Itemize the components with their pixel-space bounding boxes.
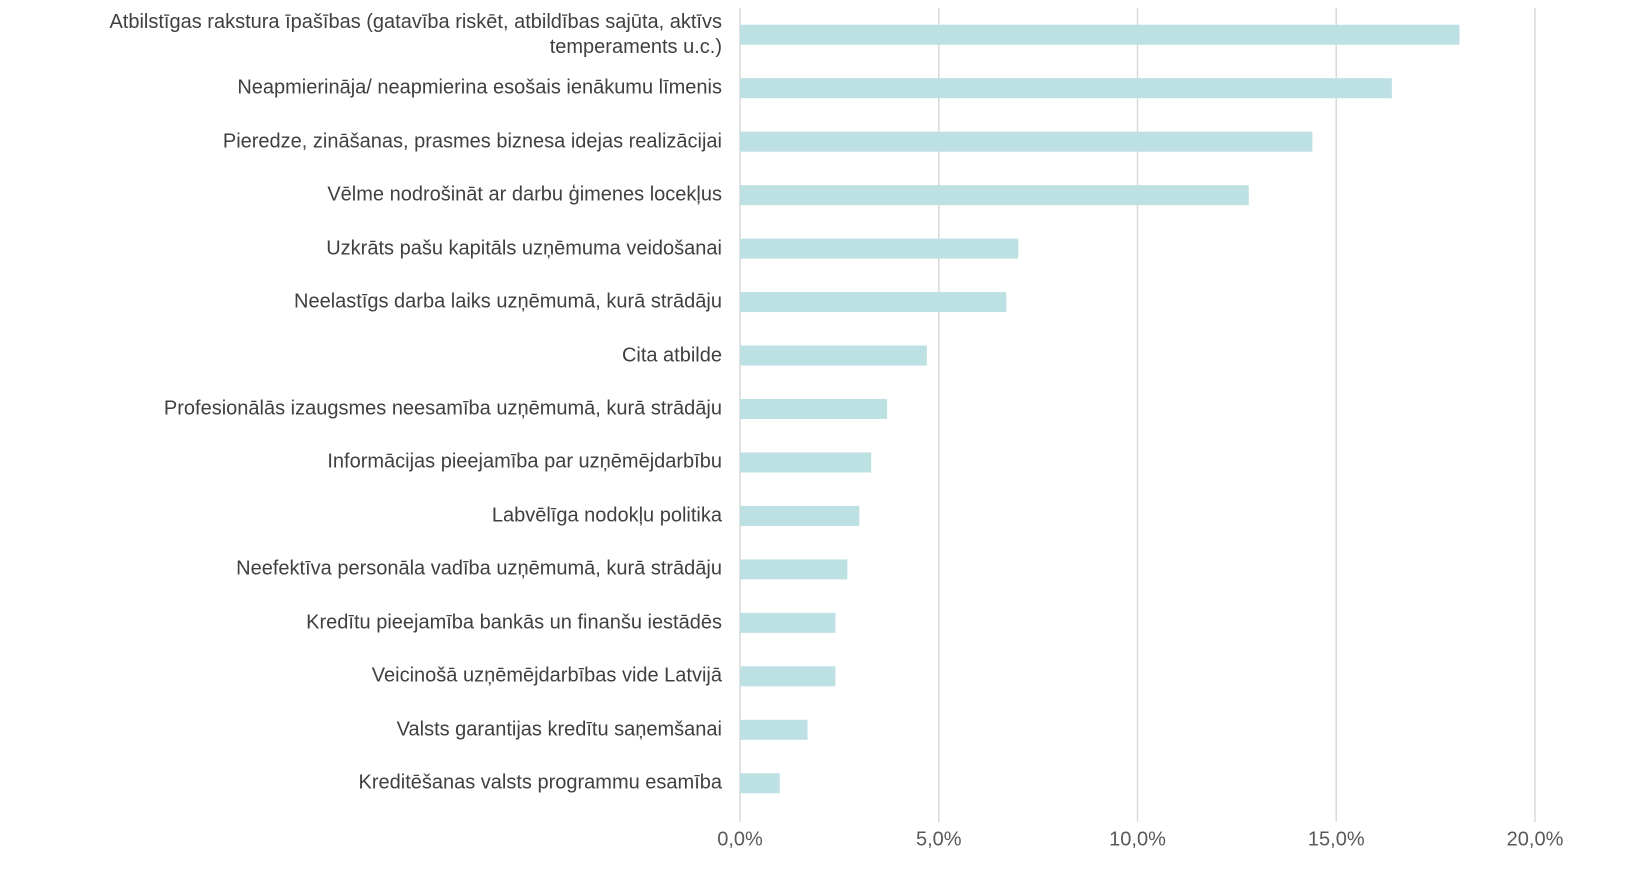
bar <box>740 24 1460 45</box>
x-tick-label: 20,0% <box>1507 828 1564 850</box>
y-tick-label: Cita atbilde <box>621 344 722 367</box>
bar <box>740 238 1019 259</box>
y-tick-label: Informācijas pieejamība par uzņēmējdarbī… <box>327 450 722 473</box>
bar <box>740 452 872 473</box>
y-tick-label: Neefektīva personāla vadība uzņēmumā, ku… <box>236 557 722 580</box>
bar <box>740 505 860 526</box>
bar <box>740 345 927 366</box>
y-tick-label: Kreditēšanas valsts programmu esamība <box>358 771 723 794</box>
y-tick-label: Valsts garantijas kredītu saņemšanai <box>396 718 722 741</box>
y-tick-label: Vēlme nodrošināt ar darbu ģimenes locekļ… <box>327 183 722 206</box>
x-tick-label: 0,0% <box>717 828 763 850</box>
bar <box>740 559 848 580</box>
y-tick-label: Uzkrāts pašu kapitāls uzņēmuma veidošana… <box>326 237 722 260</box>
bar <box>740 612 836 633</box>
y-tick-label: Veicinošā uzņēmējdarbības vide Latvijā <box>371 664 722 687</box>
bar <box>740 773 780 794</box>
bar <box>740 719 808 740</box>
y-tick-label: Profesionālās izaugsmes neesamība uzņēmu… <box>163 397 722 420</box>
bar <box>740 185 1249 206</box>
y-tick-label: Kredītu pieejamība bankās un finanšu ies… <box>306 611 722 634</box>
bar <box>740 666 836 687</box>
y-tick-label: Labvēlīga nodokļu politika <box>491 504 722 527</box>
y-tick-label: Atbilstīgas rakstura īpašības (gatavība … <box>109 10 722 58</box>
bar <box>740 131 1313 152</box>
bar <box>740 78 1392 99</box>
x-tick-label: 5,0% <box>916 828 962 850</box>
x-tick-label: 10,0% <box>1109 828 1166 850</box>
bar <box>740 292 1007 313</box>
bar <box>740 399 888 419</box>
y-tick-label: Neapmierināja/ neapmierina esošais ienāk… <box>237 76 722 99</box>
y-tick-label: Pieredze, zināšanas, prasmes biznesa ide… <box>222 130 722 153</box>
x-tick-label: 15,0% <box>1308 828 1365 850</box>
y-tick-label: Neelastīgs darba laiks uzņēmumā, kurā st… <box>294 290 722 313</box>
